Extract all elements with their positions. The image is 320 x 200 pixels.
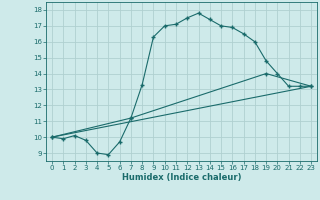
X-axis label: Humidex (Indice chaleur): Humidex (Indice chaleur) [122, 173, 241, 182]
